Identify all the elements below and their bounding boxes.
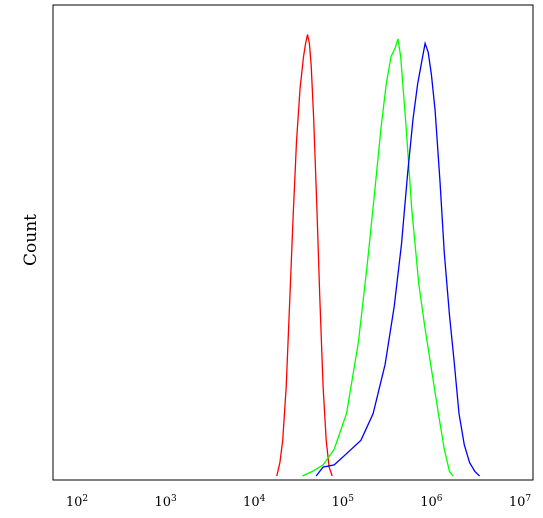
y-axis-label: Count — [21, 214, 41, 266]
x-tick-label: 102 — [66, 494, 88, 510]
plot-frame — [52, 4, 534, 481]
x-tick-label: 107 — [509, 494, 532, 510]
series-layer — [276, 34, 481, 477]
histogram-series-2 — [302, 38, 454, 477]
x-tick-label: 103 — [154, 494, 177, 510]
x-tick-labels: 102 103 104 105 106 107 — [66, 494, 532, 510]
x-tick-label: 104 — [243, 494, 266, 510]
histogram-series-1 — [276, 34, 333, 477]
histogram-series-3 — [315, 40, 481, 477]
x-tick-label: 105 — [332, 494, 355, 510]
x-tick-label: 106 — [420, 494, 443, 510]
